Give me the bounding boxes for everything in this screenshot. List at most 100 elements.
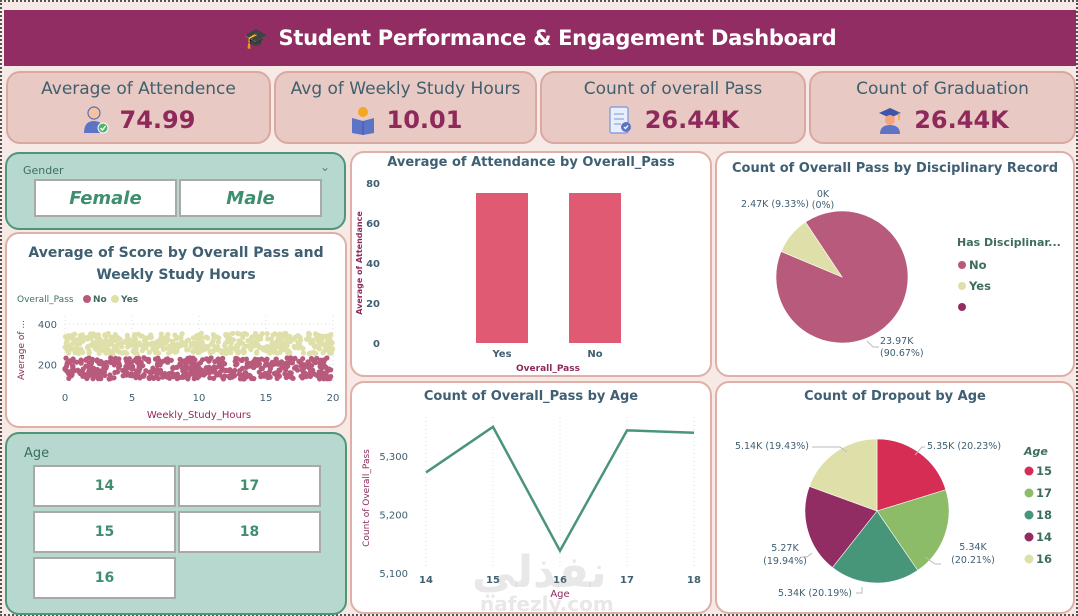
graduation-cap-icon: 🎓 (243, 26, 269, 50)
dropout-pie-card: Count of Dropout by Age 5.35K (20.23%) 5.… (715, 381, 1075, 614)
scatter-point-yes (254, 349, 260, 355)
legend-label: 18 (1036, 508, 1052, 522)
scatter-point-yes (190, 348, 196, 354)
kpi-card-graduation[interactable]: Count of Graduation 26.44K (809, 71, 1076, 144)
kpi-card-overall-pass[interactable]: Count of overall Pass 26.44K (540, 71, 806, 144)
scatter-point-yes (79, 332, 86, 338)
scatter-point-no (124, 365, 130, 371)
scatter-point-yes (80, 338, 86, 344)
scatter-point-no (268, 362, 274, 368)
scatter-point-no (129, 373, 135, 379)
age-slicer[interactable]: Age 14 17 15 18 16 (5, 432, 347, 615)
scatter-point-no (67, 358, 73, 364)
scatter-point-yes (296, 339, 302, 345)
x-axis-label: Age (550, 589, 569, 600)
scatter-point-no (141, 372, 147, 378)
scatter-point-no (97, 372, 103, 378)
scatter-point-no (69, 363, 76, 369)
scatter-point-no (111, 375, 117, 381)
scatter-point-no (157, 362, 163, 368)
scatter-point-yes (186, 337, 192, 343)
scatter-point-yes (222, 343, 228, 349)
scatter-point-no (236, 371, 242, 377)
x-tick-label: 15 (260, 393, 273, 404)
scatter-point-no (203, 365, 209, 371)
scatter-chart: Overall_Pass No Yes 0 5 10 15 20 200 400 Weekly_St… (17, 295, 339, 421)
scatter-point-no (321, 363, 327, 369)
age-option-17[interactable]: 17 (178, 465, 321, 507)
scatter-point-no (298, 373, 304, 379)
legend-marker (1024, 510, 1034, 520)
scatter-point-no (300, 356, 306, 362)
scatter-point-yes (255, 342, 261, 348)
scatter-point-no (217, 372, 223, 378)
scatter-point-no (220, 360, 226, 366)
scatter-point-yes (73, 350, 79, 356)
attendance-bar-card: Average of Attendance by Overall_Pass 0 2… (350, 151, 712, 377)
scatter-point-no (107, 372, 113, 378)
chevron-down-icon[interactable]: ⌄ (319, 160, 330, 174)
scatter-point-no (160, 358, 166, 364)
legend-marker (958, 303, 966, 311)
scatter-point-no (155, 375, 161, 382)
scatter-point-no (298, 361, 304, 367)
scatter-point-yes (149, 340, 155, 346)
gender-slicer[interactable]: Gender ⌄ Female Male (5, 152, 346, 230)
age-option-14[interactable]: 14 (33, 465, 176, 507)
scatter-point-no (63, 355, 69, 361)
scatter-point-no (259, 365, 265, 372)
scatter-point-no (256, 361, 262, 367)
scatter-point-yes (133, 347, 139, 353)
legend-label: 16 (1036, 552, 1052, 566)
scatter-point-no (190, 368, 197, 374)
data-label-14: 5.27K (771, 543, 799, 554)
scatter-point-yes (254, 338, 260, 344)
x-tick-label: Yes (491, 349, 511, 360)
legend-label: 17 (1036, 486, 1052, 500)
data-label-17: 5.34K (959, 542, 987, 553)
scatter-point-yes (174, 346, 180, 352)
scatter-point-no (128, 360, 134, 366)
y-tick-label: 0 (373, 339, 380, 350)
scatter-point-no (200, 357, 206, 363)
scatter-point-no (120, 373, 126, 379)
scatter-point-no (114, 369, 121, 375)
age-option-18[interactable]: 18 (178, 511, 321, 553)
legend-marker (1024, 488, 1034, 498)
kpi-label: Count of Graduation (856, 79, 1029, 99)
scatter-point-yes (250, 339, 256, 345)
y-tick-label: 400 (38, 320, 57, 331)
scatter-point-yes (209, 348, 215, 354)
kpi-value: 26.44K (914, 106, 1009, 134)
kpi-card-study-hours[interactable]: Avg of Weekly Study Hours 10.01 (274, 71, 537, 144)
scatter-point-yes (226, 339, 232, 345)
scatter-point-yes (272, 331, 278, 337)
kpi-card-attendance[interactable]: Average of Attendence 74.99 (6, 71, 271, 144)
scatter-point-yes (102, 332, 108, 338)
gender-option-female[interactable]: Female (34, 179, 177, 217)
scatter-point-yes (70, 332, 76, 338)
scatter-point-no (290, 375, 296, 381)
scatter-point-no (306, 365, 312, 371)
scatter-point-no (312, 360, 318, 366)
chart-title: Average of Attendance by Overall_Pass (387, 155, 675, 170)
scatter-point-yes (228, 343, 234, 350)
scatter-point-yes (264, 331, 270, 337)
gender-option-male[interactable]: Male (179, 179, 322, 217)
scatter-point-no (317, 363, 323, 370)
scatter-point-yes (205, 343, 211, 349)
scatter-point-no (326, 366, 332, 372)
age-option-15[interactable]: 15 (33, 511, 176, 553)
scatter-point-no (174, 376, 180, 382)
x-tick-label: 10 (193, 393, 206, 404)
scatter-point-no (234, 356, 240, 362)
bar-yes (476, 193, 528, 343)
scatter-point-yes (158, 343, 165, 349)
chart-title: Count of Dropout by Age (804, 389, 986, 404)
scatter-point-yes (320, 350, 326, 356)
pie-slice-14 (804, 485, 878, 568)
scatter-point-yes (90, 331, 96, 337)
scatter-point-no (136, 365, 142, 372)
age-option-16[interactable]: 16 (33, 557, 176, 599)
scatter-point-no (291, 365, 298, 371)
